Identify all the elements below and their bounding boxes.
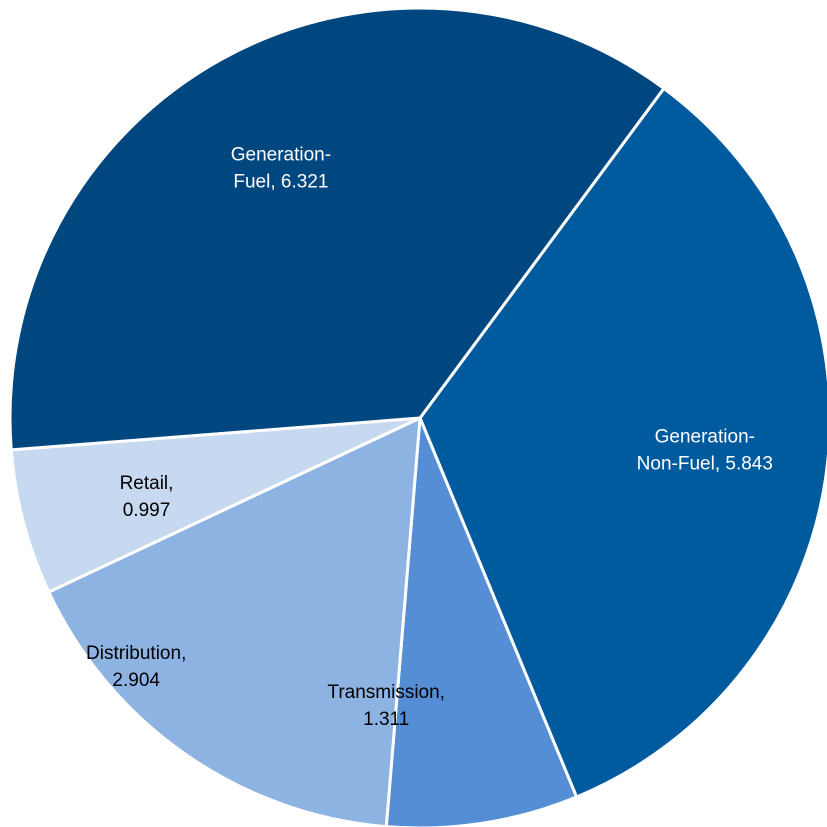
pie-slice-distribution [46, 415, 422, 827]
slice-label-retail: Retail, 0.997 [120, 473, 174, 521]
slice-label-line: Distribution, [86, 643, 186, 664]
labels-layer: Generation- Non-Fuel, 5.843 Transmission, 1… [86, 144, 773, 730]
slice-label-generation-non-fuel: Generation- Non-Fuel, 5.843 [637, 427, 773, 475]
slice-label-line: 2.904 [112, 670, 160, 691]
slice-label-distribution: Distribution, 2.904 [86, 643, 186, 691]
slice-label-line: Retail, [120, 473, 174, 494]
slice-label-generation-fuel: Generation- Fuel, 6.321 [231, 144, 331, 192]
slice-label-line: 0.997 [123, 500, 171, 521]
slice-label-transmission: Transmission, 1.311 [327, 682, 445, 730]
slice-label-line: Non-Fuel, 5.843 [637, 454, 773, 475]
slice-label-line: Fuel, 6.321 [233, 171, 328, 192]
pie-slice-transmission [384, 417, 579, 827]
slices-layer [8, 6, 827, 827]
slice-label-line: Generation- [231, 144, 331, 165]
slice-label-line: Generation- [655, 427, 755, 448]
slice-label-line: 1.311 [363, 709, 409, 730]
slice-label-line: Transmission, [327, 682, 445, 703]
pie-slice-retail [9, 416, 421, 595]
pie-slice-generation-fuel [8, 6, 666, 452]
